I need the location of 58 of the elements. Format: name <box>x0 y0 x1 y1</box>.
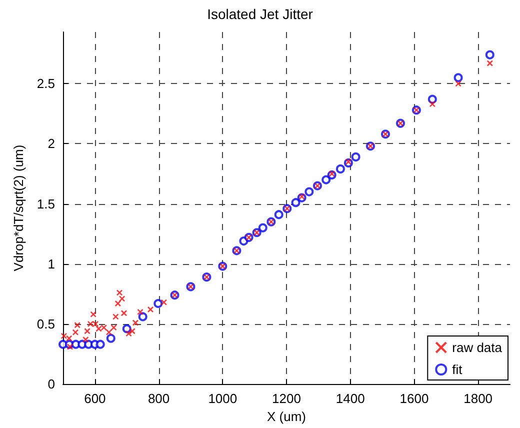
point <box>274 210 284 220</box>
point <box>291 198 300 208</box>
point <box>87 320 94 328</box>
point <box>429 100 436 108</box>
legend-label: raw data <box>452 340 503 355</box>
y-tick-label: 1 <box>48 256 55 272</box>
point <box>66 335 72 342</box>
x-tick-label: 600 <box>84 391 106 406</box>
point <box>114 300 122 307</box>
y-tick-label: 0 <box>48 376 55 392</box>
point <box>298 193 305 200</box>
point <box>351 152 360 162</box>
point <box>304 187 314 196</box>
point <box>486 60 494 66</box>
y-tick-label: 0.5 <box>36 316 55 332</box>
x-tick-label: 1400 <box>336 391 365 406</box>
y-tick-label: 2 <box>48 136 55 152</box>
point <box>322 175 331 184</box>
point <box>160 299 168 306</box>
x-tick-label: 800 <box>148 391 170 406</box>
point <box>82 336 89 343</box>
y-tick-label: 2.5 <box>36 76 55 92</box>
point <box>328 170 335 177</box>
point <box>485 50 494 60</box>
point <box>428 94 437 104</box>
x-axis-title: X (um) <box>267 408 306 424</box>
point <box>345 158 352 165</box>
point <box>138 312 148 322</box>
point <box>60 332 68 340</box>
point <box>100 324 108 331</box>
point <box>454 73 463 82</box>
point <box>336 164 345 174</box>
point <box>258 223 268 232</box>
point <box>132 320 139 326</box>
point <box>126 330 132 337</box>
point <box>106 329 112 336</box>
point <box>154 299 163 308</box>
point <box>147 306 154 313</box>
legend-label: fit <box>452 362 463 377</box>
point <box>90 311 96 318</box>
point <box>110 324 117 331</box>
point <box>122 324 132 334</box>
x-tick-label: 1200 <box>272 391 301 406</box>
point <box>120 310 128 316</box>
point <box>129 328 136 334</box>
point <box>106 334 116 343</box>
x-tick-label: 1000 <box>208 391 238 406</box>
y-tick-label: 1.5 <box>36 196 55 212</box>
point <box>137 308 144 316</box>
y-axis-title: Vdrop*dT/sqrt(2) (um) <box>11 144 26 272</box>
point <box>112 314 119 320</box>
point <box>84 328 90 334</box>
point <box>66 344 74 350</box>
x-tick-label: 1800 <box>464 391 493 406</box>
point <box>455 80 462 87</box>
x-tick-label: 1600 <box>400 391 429 406</box>
chart-title: Isolated Jet Jitter <box>207 6 314 22</box>
point <box>96 340 105 349</box>
